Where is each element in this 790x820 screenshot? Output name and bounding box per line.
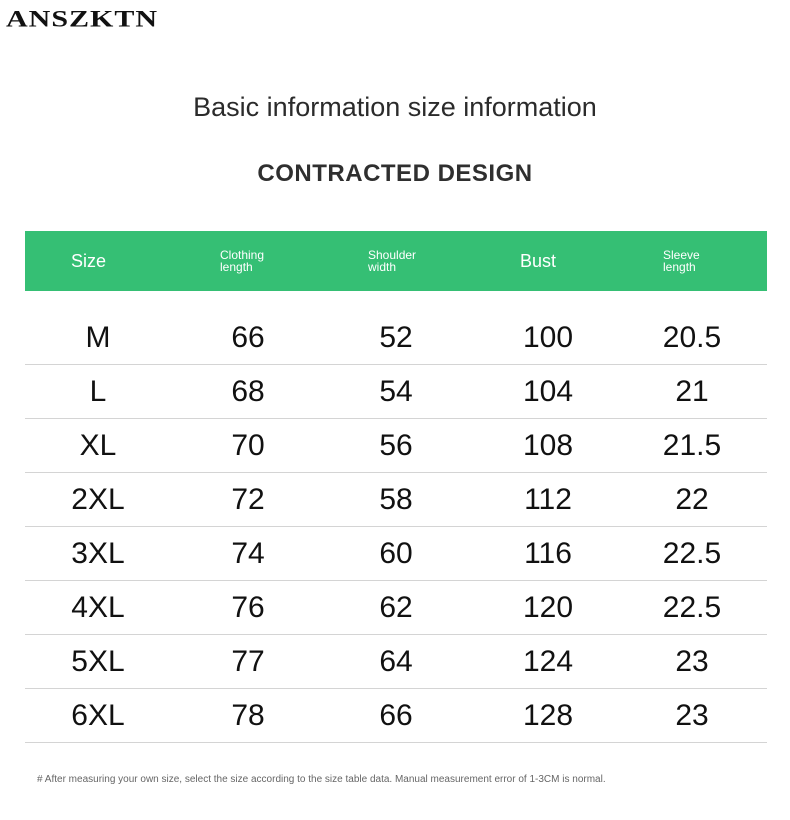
cell-bust: 128 bbox=[522, 699, 574, 732]
cell-shoulder-width: 60 bbox=[379, 537, 413, 570]
cell-shoulder-width: 56 bbox=[379, 429, 413, 462]
header-clothing-length: Clothing length bbox=[220, 248, 265, 274]
cell-size: 3XL bbox=[71, 537, 125, 570]
cell-bust: 104 bbox=[522, 375, 574, 408]
cell-sleeve-length: 22 bbox=[675, 483, 709, 516]
cell-shoulder-width: 58 bbox=[379, 483, 413, 516]
table-row: M 66 52 100 20.5 bbox=[25, 311, 767, 365]
cell-shoulder-width: 54 bbox=[379, 375, 413, 408]
table-row: XL 70 56 108 21.5 bbox=[25, 419, 767, 473]
cell-sleeve-length: 23 bbox=[675, 699, 709, 732]
cell-bust: 116 bbox=[524, 537, 572, 570]
cell-size: M bbox=[85, 321, 111, 354]
cell-bust: 112 bbox=[524, 483, 572, 516]
table-row: 2XL 72 58 112 22 bbox=[25, 473, 767, 527]
cell-bust: 124 bbox=[522, 645, 574, 678]
cell-size: 2XL bbox=[71, 483, 125, 516]
cell-size: L bbox=[89, 375, 107, 408]
cell-shoulder-width: 52 bbox=[379, 321, 413, 354]
table-body: M 66 52 100 20.5 L 68 54 104 21 XL 70 56 108 21.5 2XL 72… bbox=[25, 311, 767, 743]
table-header: Size Clothing length Shoulder width Bust… bbox=[25, 231, 767, 291]
cell-sleeve-length: 21 bbox=[675, 375, 709, 408]
cell-sleeve-length: 22.5 bbox=[662, 591, 722, 624]
cell-clothing-length: 77 bbox=[231, 645, 265, 678]
cell-clothing-length: 78 bbox=[231, 699, 265, 732]
size-table: Size Clothing length Shoulder width Bust… bbox=[25, 231, 767, 743]
cell-bust: 100 bbox=[522, 321, 574, 354]
header-size: Size bbox=[71, 250, 107, 271]
table-row: 5XL 77 64 124 23 bbox=[25, 635, 767, 689]
cell-clothing-length: 66 bbox=[231, 321, 265, 354]
cell-bust: 120 bbox=[522, 591, 574, 624]
cell-clothing-length: 68 bbox=[231, 375, 265, 408]
header-bust: Bust bbox=[520, 250, 557, 271]
page-subtitle: CONTRACTED DESIGN bbox=[257, 160, 533, 187]
brand-logo: ANSZKTN bbox=[6, 6, 159, 32]
cell-sleeve-length: 21.5 bbox=[662, 429, 722, 462]
table-row: 6XL 78 66 128 23 bbox=[25, 689, 767, 743]
measurement-note: # After measuring your own size, select … bbox=[37, 774, 606, 785]
cell-shoulder-width: 66 bbox=[379, 699, 413, 732]
cell-clothing-length: 70 bbox=[231, 429, 265, 462]
table-row: L 68 54 104 21 bbox=[25, 365, 767, 419]
header-shoulder-width: Shoulder width bbox=[368, 248, 417, 274]
cell-size: XL bbox=[79, 429, 117, 462]
cell-size: 4XL bbox=[71, 591, 125, 624]
cell-bust: 108 bbox=[522, 429, 574, 462]
cell-shoulder-width: 62 bbox=[379, 591, 413, 624]
cell-clothing-length: 74 bbox=[231, 537, 265, 570]
page-title: Basic information size information bbox=[193, 92, 597, 122]
cell-clothing-length: 72 bbox=[231, 483, 265, 516]
header-sleeve-length: Sleeve length bbox=[663, 248, 700, 274]
cell-clothing-length: 76 bbox=[231, 591, 265, 624]
cell-sleeve-length: 23 bbox=[675, 645, 709, 678]
cell-size: 5XL bbox=[71, 645, 125, 678]
table-row: 4XL 76 62 120 22.5 bbox=[25, 581, 767, 635]
cell-size: 6XL bbox=[71, 699, 125, 732]
cell-sleeve-length: 20.5 bbox=[662, 321, 722, 354]
cell-shoulder-width: 64 bbox=[379, 645, 413, 678]
table-row: 3XL 74 60 116 22.5 bbox=[25, 527, 767, 581]
cell-sleeve-length: 22.5 bbox=[662, 537, 722, 570]
